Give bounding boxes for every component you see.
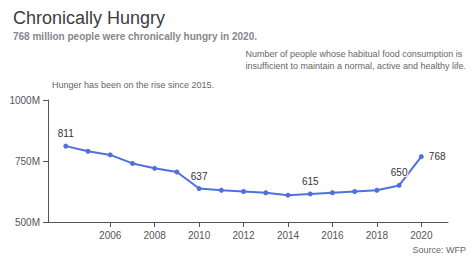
svg-text:Hunger has been on the rise si: Hunger has been on the rise since 2015.	[52, 80, 214, 90]
svg-text:2014: 2014	[277, 230, 300, 241]
svg-text:insufficient to maintain a nor: insufficient to maintain a normal, activ…	[246, 61, 466, 71]
svg-text:2016: 2016	[321, 230, 344, 241]
svg-text:650: 650	[391, 167, 408, 178]
svg-text:2020: 2020	[410, 230, 433, 241]
svg-text:Source: WFP: Source: WFP	[412, 245, 466, 255]
svg-text:750M: 750M	[15, 156, 40, 167]
svg-text:2018: 2018	[366, 230, 389, 241]
svg-text:2008: 2008	[144, 230, 167, 241]
svg-text:Number of people whose habitua: Number of people whose habitual food con…	[246, 49, 463, 59]
svg-text:1000M: 1000M	[9, 95, 40, 106]
svg-text:768 million people were chroni: 768 million people were chronically hung…	[13, 31, 257, 42]
svg-text:2006: 2006	[99, 230, 122, 241]
svg-text:500M: 500M	[15, 217, 40, 228]
svg-text:768: 768	[429, 151, 446, 162]
svg-text:Chronically Hungry: Chronically Hungry	[13, 8, 165, 28]
svg-text:637: 637	[191, 171, 208, 182]
svg-text:615: 615	[302, 176, 319, 187]
svg-text:2010: 2010	[188, 230, 211, 241]
svg-text:811: 811	[58, 128, 74, 139]
svg-text:2012: 2012	[232, 230, 255, 241]
